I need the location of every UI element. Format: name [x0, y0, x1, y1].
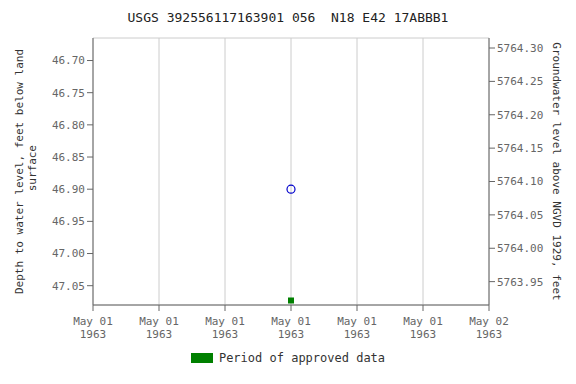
svg-text:May 011963: May 011963 — [403, 315, 443, 341]
svg-text:46.70: 46.70 — [52, 54, 85, 67]
svg-text:46.75: 46.75 — [52, 87, 85, 100]
svg-text:May 021963: May 021963 — [469, 315, 509, 341]
svg-text:May 011963: May 011963 — [139, 315, 179, 341]
svg-text:Depth to water level, feet bel: Depth to water level, feet below land su… — [13, 49, 39, 294]
svg-text:May 011963: May 011963 — [205, 315, 245, 341]
svg-text:5764.15: 5764.15 — [497, 142, 543, 155]
svg-text:Groundwater level above NGVD 1: Groundwater level above NGVD 1929, feet — [550, 42, 563, 300]
svg-text:May 011963: May 011963 — [337, 315, 377, 341]
svg-text:5763.95: 5763.95 — [497, 276, 543, 289]
svg-text:5764.00: 5764.00 — [497, 242, 543, 255]
svg-text:5764.25: 5764.25 — [497, 75, 543, 88]
svg-text:5764.20: 5764.20 — [497, 109, 543, 122]
svg-text:5764.30: 5764.30 — [497, 42, 543, 55]
svg-text:47.05: 47.05 — [52, 280, 85, 293]
svg-text:May 011963: May 011963 — [271, 315, 311, 341]
svg-text:46.85: 46.85 — [52, 151, 85, 164]
svg-text:46.95: 46.95 — [52, 215, 85, 228]
svg-text:46.90: 46.90 — [52, 183, 85, 196]
html-text:USGS 392556117163901 056 N18 E: USGS 392556117163901 056 N18 E42 17ABBB1 — [127, 10, 449, 25]
svg-text:May 011963: May 011963 — [73, 315, 113, 341]
html-text:Period of approved data: Period of approved data — [218, 351, 386, 365]
svg-text:5764.05: 5764.05 — [497, 209, 543, 222]
svg-text:47.00: 47.00 — [52, 247, 85, 260]
svg-text:46.80: 46.80 — [52, 119, 85, 132]
svg-text:5764.10: 5764.10 — [497, 175, 543, 188]
